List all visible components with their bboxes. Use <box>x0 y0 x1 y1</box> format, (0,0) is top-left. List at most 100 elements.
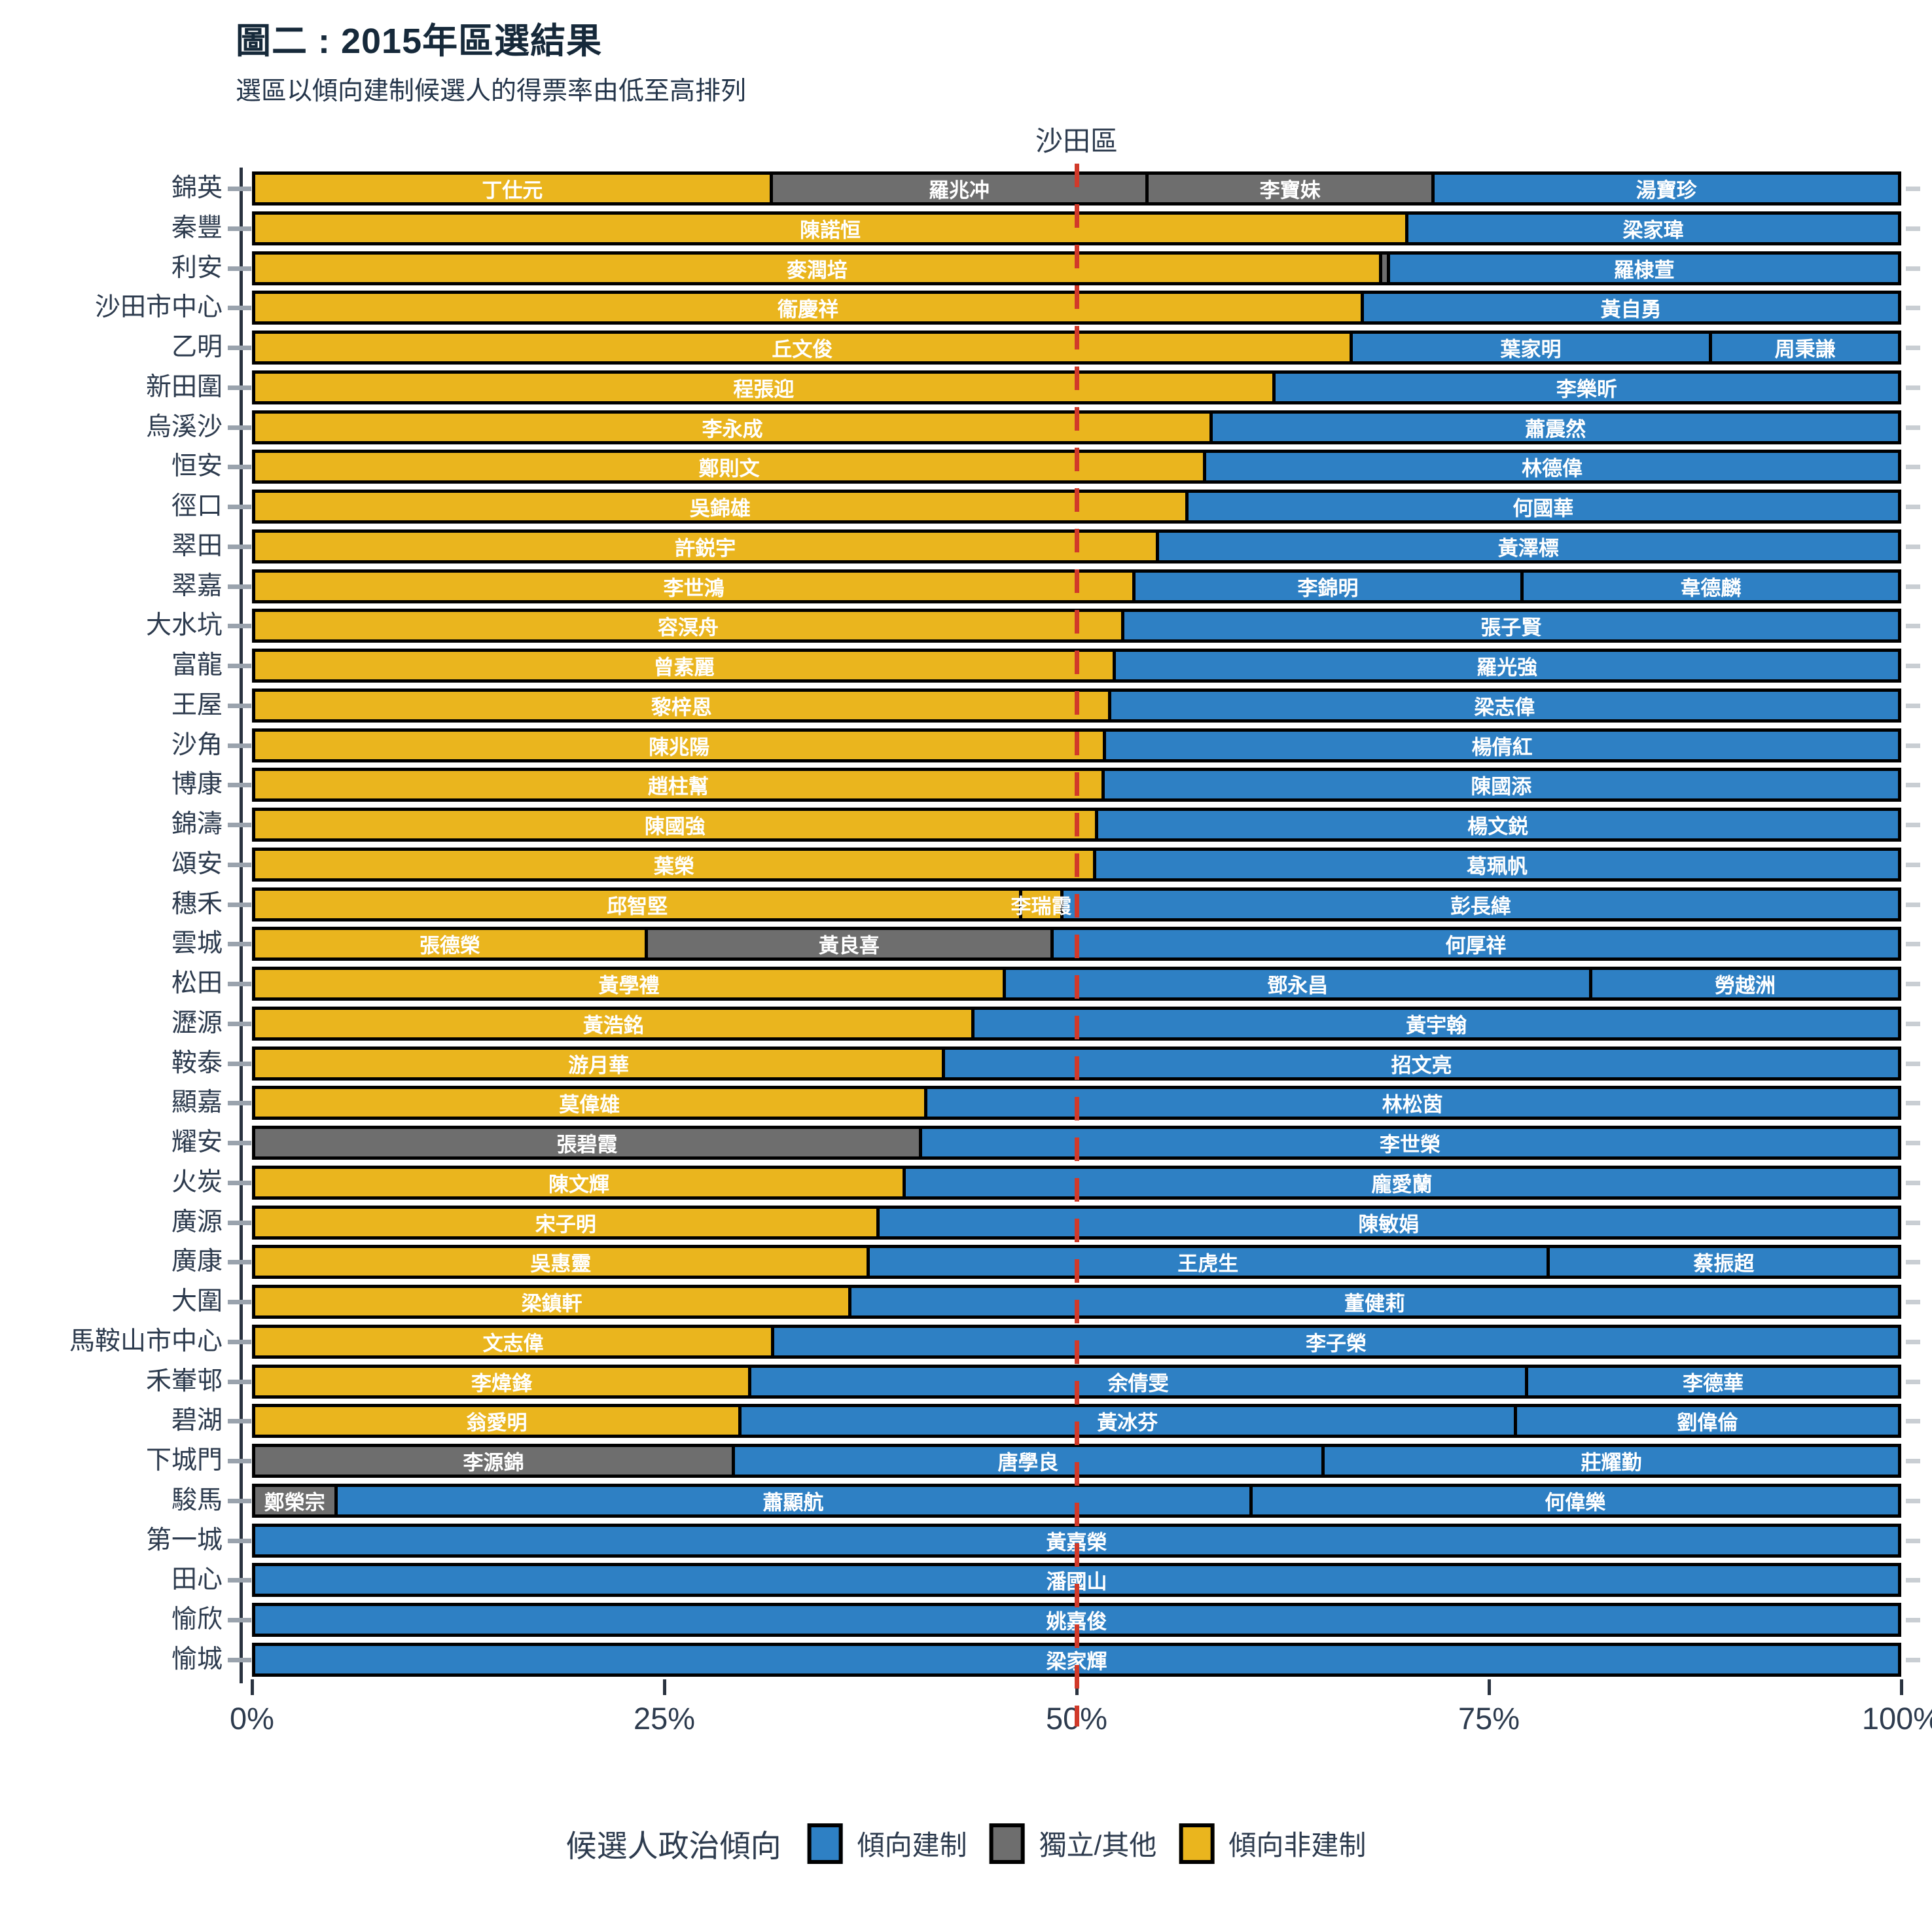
y-tick <box>228 1339 251 1344</box>
bar-segment: 王虎生 <box>869 1248 1550 1276</box>
candidate-label: 李德華 <box>1683 1372 1744 1395</box>
bar-segment: 董健莉 <box>851 1288 1898 1315</box>
bar-segment: 黃澤標 <box>1158 532 1898 560</box>
legend-title: 候選人政治傾向 <box>565 1829 781 1863</box>
candidate-label: 梁鎮軒 <box>521 1292 582 1315</box>
bar-segment: 李源錦 <box>255 1447 735 1475</box>
bar-segment: 翁愛明 <box>255 1407 742 1435</box>
y-tick <box>228 385 251 390</box>
bar-segment: 陳兆陽 <box>255 731 1107 759</box>
y-tick-right <box>1906 425 1920 430</box>
y-tick-right <box>1906 1101 1920 1106</box>
bar-segment: 黃良喜 <box>647 930 1054 958</box>
candidate-label: 吳錦雄 <box>689 497 751 520</box>
bar-segment: 麥潤培 <box>255 254 1382 282</box>
bar-segment: 容溟舟 <box>255 612 1124 640</box>
y-tick <box>228 1180 251 1185</box>
y-tick-right <box>1906 862 1920 867</box>
candidate-label: 文志偉 <box>482 1332 544 1355</box>
candidate-label: 黃學禮 <box>598 974 660 997</box>
candidate-label: 唐學良 <box>997 1451 1059 1475</box>
y-axis-label: 錦濤 <box>171 810 223 838</box>
bar-segment: 許鋭宇 <box>255 532 1159 560</box>
y-tick-right <box>1906 624 1920 629</box>
y-tick <box>228 1658 251 1662</box>
y-tick <box>228 942 251 947</box>
y-tick <box>228 1220 251 1225</box>
y-axis-label: 沙角 <box>171 730 223 759</box>
bar-segment: 劉偉倫 <box>1516 1407 1898 1435</box>
y-tick <box>228 306 251 311</box>
y-tick <box>228 1101 251 1106</box>
bar-segment: 李世榮 <box>922 1129 1898 1156</box>
y-tick <box>228 544 251 549</box>
candidate-label: 李錦明 <box>1297 577 1359 599</box>
bar-segment: 羅兆冲 <box>772 175 1149 202</box>
x-tick-label: 0% <box>230 1701 274 1736</box>
candidate-label: 周秉謙 <box>1774 338 1836 361</box>
y-tick-right <box>1906 942 1920 947</box>
candidate-label: 李世榮 <box>1380 1133 1441 1156</box>
bar-segment: 丁仕元 <box>255 175 773 202</box>
legend-label: 傾向建制 <box>857 1830 967 1861</box>
candidate-label: 黃冰芬 <box>1097 1411 1158 1435</box>
x-tick <box>251 1679 254 1695</box>
bar-segment: 黎梓恩 <box>255 691 1111 719</box>
candidate-label: 葉榮 <box>654 855 695 878</box>
bar-segment: 鄭則文 <box>255 453 1207 481</box>
candidate-label: 王虎生 <box>1177 1252 1239 1276</box>
candidate-label: 李永成 <box>702 418 763 440</box>
candidate-label: 黃澤標 <box>1497 537 1559 560</box>
candidate-label: 程張迎 <box>733 378 795 401</box>
candidate-label: 宋子明 <box>535 1213 596 1236</box>
y-tick-right <box>1906 266 1920 271</box>
y-tick-right <box>1906 1339 1920 1344</box>
y-tick-right <box>1906 465 1920 470</box>
candidate-label: 何偉樂 <box>1545 1491 1606 1514</box>
y-tick-right <box>1906 982 1920 987</box>
bar-segment: 黃自勇 <box>1364 294 1898 322</box>
bar-segment: 程張迎 <box>255 373 1276 401</box>
bar-segment: 陳諾恒 <box>255 214 1409 242</box>
candidate-label: 麥潤培 <box>786 259 848 281</box>
y-tick-right <box>1906 505 1920 510</box>
bar-segment: 吳惠靈 <box>255 1248 870 1276</box>
bar-segment: 莫偉雄 <box>255 1089 927 1117</box>
bar-segment: 招文亮 <box>945 1049 1898 1077</box>
candidate-label: 趙柱幫 <box>647 775 709 798</box>
bar-segment: 衞慶祥 <box>255 294 1365 322</box>
legend-item: 傾向建制 <box>807 1823 967 1864</box>
bar-segment: 何國華 <box>1188 493 1898 520</box>
candidate-label: 湯寶珍 <box>1636 179 1697 202</box>
bar-segment: 周秉謙 <box>1712 334 1898 361</box>
y-tick <box>228 862 251 867</box>
y-tick-right <box>1906 902 1920 907</box>
candidate-label: 陳兆陽 <box>649 736 710 759</box>
y-axis-label: 馬鞍山市中心 <box>69 1327 223 1355</box>
y-tick-right <box>1906 1419 1920 1424</box>
bar-segment: 林松茵 <box>927 1089 1898 1117</box>
y-axis-label: 松田 <box>171 969 223 997</box>
candidate-label: 蔡振超 <box>1693 1252 1755 1276</box>
y-axis-label: 徑口 <box>171 492 223 520</box>
candidate-label: 吳惠靈 <box>530 1252 592 1276</box>
bar-segment: 蕭震然 <box>1213 413 1898 441</box>
y-tick <box>228 346 251 351</box>
y-tick <box>228 982 251 987</box>
y-axis-label: 博康 <box>171 770 223 799</box>
candidate-label: 余倩雯 <box>1107 1372 1169 1395</box>
candidate-label: 李樂昕 <box>1556 378 1617 401</box>
candidate-label: 林松茵 <box>1382 1093 1443 1117</box>
y-axis-label: 翠嘉 <box>171 571 223 600</box>
bar-segment: 游月華 <box>255 1049 946 1077</box>
y-tick <box>228 1538 251 1543</box>
bar-segment: 陳國強 <box>255 811 1098 838</box>
candidate-label: 劉偉倫 <box>1677 1411 1738 1435</box>
chart-subtitle: 選區以傾向建制候選人的得票率由低至高排列 <box>236 77 747 105</box>
y-axis-label: 雲城 <box>171 929 223 958</box>
candidate-label: 張德榮 <box>419 934 480 957</box>
candidate-label: 林德偉 <box>1522 457 1583 480</box>
bar-segment: 龐愛蘭 <box>905 1168 1898 1196</box>
y-tick <box>228 266 251 271</box>
x-tick-label: 100% <box>1861 1701 1932 1736</box>
